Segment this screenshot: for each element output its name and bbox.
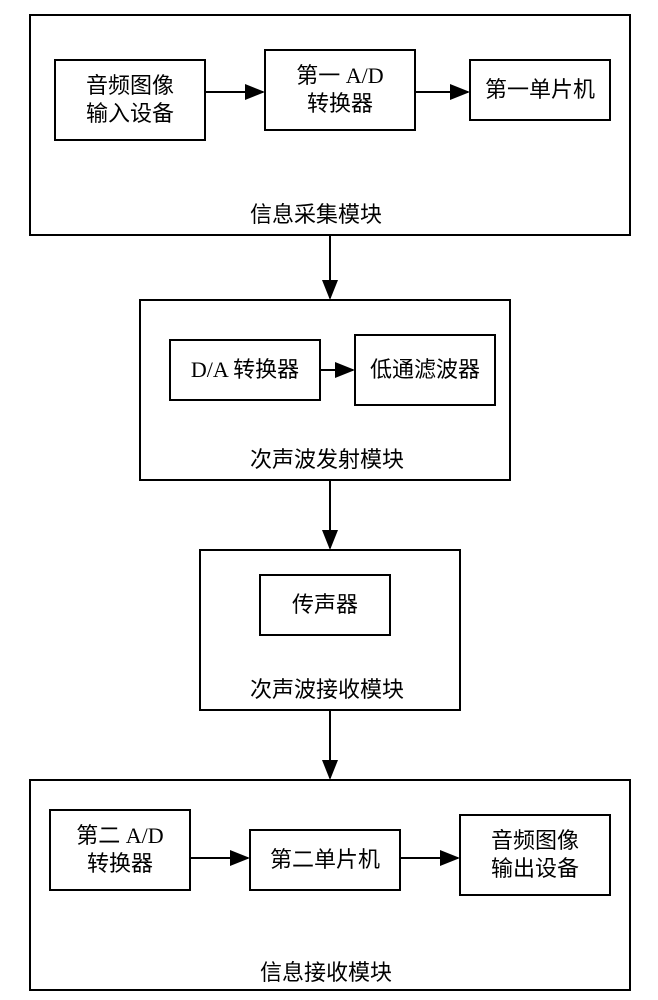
- node-microphone: 传声器: [260, 575, 390, 635]
- module-label-receive: 次声波接收模块: [250, 677, 404, 702]
- svg-text:转换器: 转换器: [87, 851, 153, 876]
- svg-text:音频图像: 音频图像: [86, 73, 174, 98]
- svg-text:第二单片机: 第二单片机: [270, 847, 380, 872]
- svg-text:低通滤波器: 低通滤波器: [370, 357, 480, 382]
- node-second-mcu: 第二单片机: [250, 830, 400, 890]
- svg-text:第二 A/D: 第二 A/D: [76, 823, 163, 848]
- module-label-info-receive: 信息接收模块: [260, 960, 392, 985]
- node-first-adc: 第一 A/D 转换器: [265, 50, 415, 130]
- node-audio-video-input: 音频图像输入设备: [55, 60, 205, 140]
- module-collect: 音频图像输入设备 第一 A/D 转换器 第一单片机信息采集模块: [30, 15, 630, 235]
- svg-text:第一 A/D: 第一 A/D: [296, 63, 383, 88]
- flowchart-diagram: 音频图像输入设备第一 A/D转换器第一单片机信息采集模块D/A 转换器低通滤波器…: [0, 0, 658, 1000]
- module-info-receive: 第二 A/D 转换器 第二单片机 音频图像输出设备信息接收模块: [30, 780, 630, 990]
- node-dac: D/A 转换器: [170, 340, 320, 400]
- node-first-mcu: 第一单片机: [470, 60, 610, 120]
- module-label-transmit: 次声波发射模块: [250, 447, 404, 472]
- svg-text:转换器: 转换器: [307, 91, 373, 116]
- svg-text:传声器: 传声器: [292, 592, 358, 617]
- svg-text:第一单片机: 第一单片机: [485, 77, 595, 102]
- module-transmit: D/A 转换器 低通滤波器次声波发射模块: [140, 300, 510, 480]
- node-lowpass: 低通滤波器: [355, 335, 495, 405]
- svg-text:音频图像: 音频图像: [491, 828, 579, 853]
- svg-text:输入设备: 输入设备: [86, 101, 174, 126]
- svg-text:D/A 转换器: D/A 转换器: [191, 357, 299, 382]
- node-second-adc: 第二 A/D 转换器: [50, 810, 190, 890]
- module-receive: 传声器次声波接收模块: [200, 550, 460, 710]
- svg-text:输出设备: 输出设备: [491, 856, 579, 881]
- module-label-collect: 信息采集模块: [250, 202, 382, 227]
- node-audio-video-output: 音频图像输出设备: [460, 815, 610, 895]
